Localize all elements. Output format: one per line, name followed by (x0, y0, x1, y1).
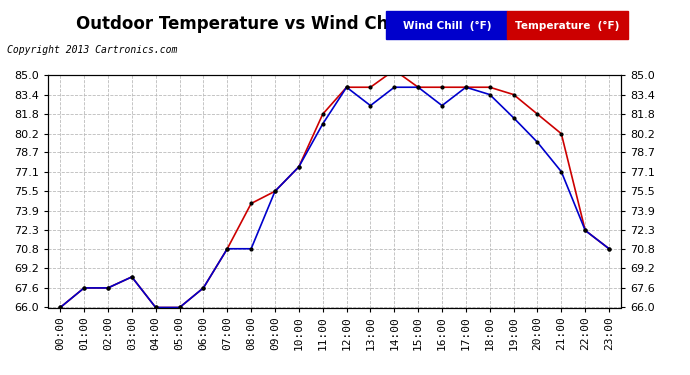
Text: Wind Chill  (°F): Wind Chill (°F) (402, 21, 491, 30)
Text: Outdoor Temperature vs Wind Chill (24 Hours)  20130616: Outdoor Temperature vs Wind Chill (24 Ho… (76, 15, 614, 33)
Text: Temperature  (°F): Temperature (°F) (515, 21, 620, 30)
Text: Copyright 2013 Cartronics.com: Copyright 2013 Cartronics.com (7, 45, 177, 55)
